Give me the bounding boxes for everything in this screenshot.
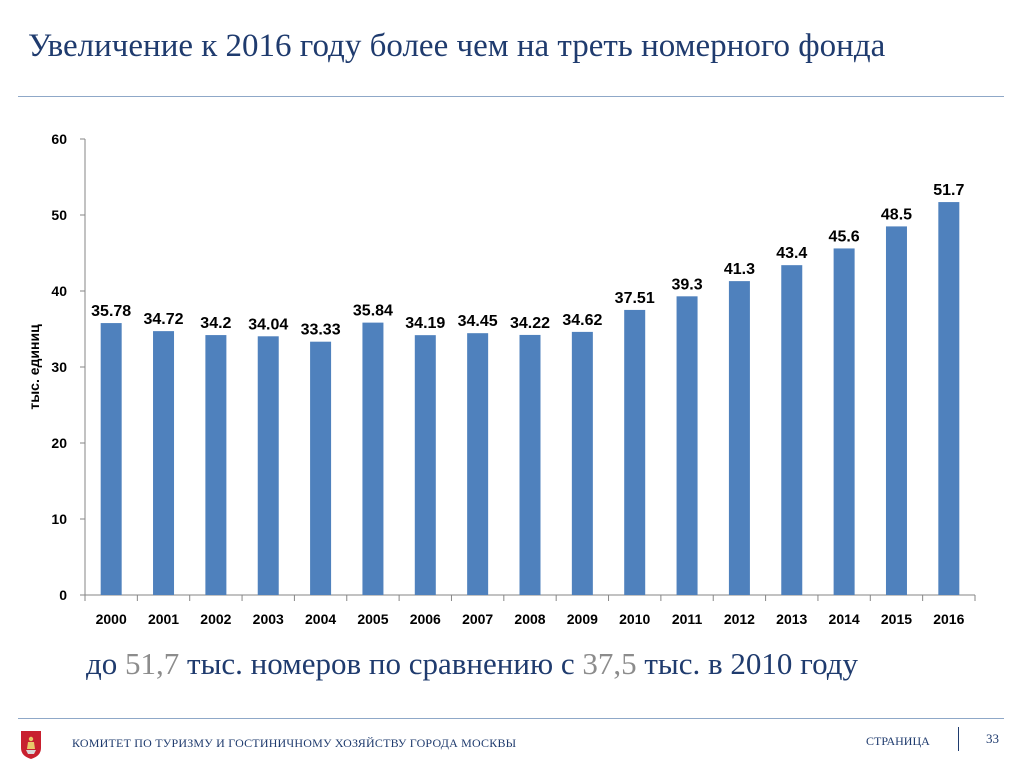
page-number: 33 (986, 731, 999, 746)
x-tick-label: 2012 (724, 611, 755, 627)
summary-text: до 51,7 тыс. номеров по сравнению с 37,5… (86, 646, 858, 682)
data-label-2016: 51.7 (933, 182, 964, 199)
x-tick-label: 2015 (881, 611, 912, 627)
bar-2002 (205, 335, 227, 595)
y-tick-label: 50 (51, 207, 67, 223)
x-tick-label: 2007 (462, 611, 493, 627)
bar-2015 (885, 226, 907, 595)
bar-2011 (676, 296, 698, 595)
x-tick-label: 2003 (253, 611, 284, 627)
data-label-2011: 39.3 (671, 276, 702, 293)
bar-2008 (519, 334, 541, 595)
data-label-2000: 35.78 (91, 303, 131, 320)
data-label-2015: 48.5 (881, 206, 912, 223)
data-label-2002: 34.2 (200, 315, 231, 332)
data-label-2009: 34.62 (562, 312, 602, 329)
x-tick-label: 2013 (776, 611, 807, 627)
x-tick-label: 2008 (514, 611, 545, 627)
data-label-2014: 45.6 (829, 228, 860, 245)
chart-labels: 0 10 20 30 40 50 60 тыс. единиц 2000 35.78 2001 34.… (26, 131, 965, 627)
x-tick-label: 2010 (619, 611, 650, 627)
data-label-2003: 34.04 (248, 316, 288, 333)
bar-2014 (833, 248, 855, 595)
y-axis-title: тыс. единиц (26, 324, 42, 410)
bar-2005 (362, 322, 384, 595)
x-tick-label: 2016 (933, 611, 964, 627)
x-tick-label: 2006 (410, 611, 441, 627)
x-tick-label: 2004 (305, 611, 336, 627)
chart-axes (80, 138, 976, 601)
bar-2010 (624, 309, 646, 595)
chart-bars (100, 202, 960, 595)
data-label-2010: 37.51 (615, 290, 655, 307)
y-tick-label: 30 (51, 359, 67, 375)
data-label-2012: 41.3 (724, 261, 755, 278)
bar-2006 (414, 335, 436, 595)
x-tick-label: 2002 (200, 611, 231, 627)
bar-2009 (571, 331, 593, 595)
bar-2001 (153, 331, 175, 595)
bar-2013 (781, 265, 803, 595)
data-label-2007: 34.45 (458, 313, 498, 330)
y-tick-label: 20 (51, 435, 67, 451)
bar-2012 (728, 281, 750, 595)
bar-2004 (310, 341, 332, 595)
y-tick-label: 10 (51, 511, 67, 527)
summary-value-now: 51,7 (125, 646, 180, 681)
summary-suffix: тыс. в 2010 году (636, 646, 858, 681)
x-tick-label: 2000 (96, 611, 127, 627)
slide-title: Увеличение к 2016 году более чем на трет… (28, 28, 886, 64)
data-label-2005: 35.84 (353, 303, 393, 320)
data-label-2008: 34.22 (510, 315, 550, 332)
summary-value-then: 37,5 (582, 646, 637, 681)
x-tick-label: 2011 (672, 611, 703, 627)
x-tick-label: 2014 (829, 611, 860, 627)
moscow-coat-of-arms-icon (21, 731, 41, 759)
footer-separator (958, 727, 959, 751)
bar-chart: 0 10 20 30 40 50 60 тыс. единиц 2000 35.78 2001 34.… (26, 131, 976, 627)
summary-prefix: до (86, 646, 126, 681)
footer-page-label: СТРАНИЦА (866, 734, 930, 748)
bar-2007 (467, 333, 489, 595)
y-tick-label: 40 (51, 283, 67, 299)
footer-divider (18, 718, 1004, 719)
x-tick-label: 2001 (148, 611, 179, 627)
x-tick-label: 2005 (357, 611, 388, 627)
y-tick-label: 0 (59, 587, 67, 603)
data-label-2013: 43.4 (776, 245, 807, 262)
summary-middle: тыс. номеров по сравнению с (179, 646, 583, 681)
data-label-2006: 34.19 (405, 315, 445, 332)
bar-2000 (100, 323, 122, 595)
bar-2003 (257, 336, 279, 595)
data-label-2001: 34.72 (144, 311, 184, 328)
x-tick-label: 2009 (567, 611, 598, 627)
header-divider (18, 96, 1004, 97)
data-label-2004: 33.33 (301, 322, 341, 339)
footer-organization: КОМИТЕТ ПО ТУРИЗМУ И ГОСТИНИЧНОМУ ХОЗЯЙС… (72, 736, 517, 750)
y-tick-label: 60 (51, 131, 67, 147)
bar-2016 (938, 202, 960, 595)
